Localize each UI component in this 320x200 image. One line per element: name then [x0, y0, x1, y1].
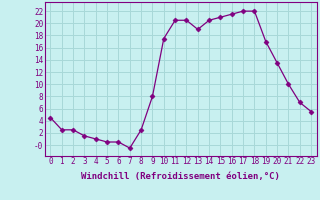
X-axis label: Windchill (Refroidissement éolien,°C): Windchill (Refroidissement éolien,°C): [81, 172, 280, 181]
